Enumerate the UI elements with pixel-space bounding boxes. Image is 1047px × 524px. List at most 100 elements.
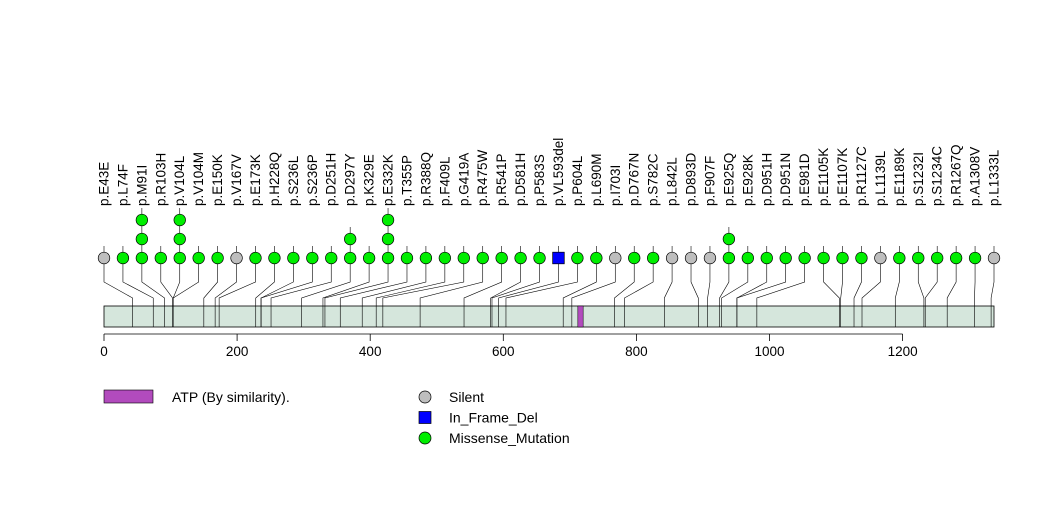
mutation-label-p-d251h: p.D251H	[324, 153, 339, 206]
marker-p-m91i-3	[135, 213, 149, 227]
marker-p-d251h-1	[325, 251, 338, 265]
mutation-label-p-d767n: p.D767N	[627, 153, 642, 206]
marker-p-s236p-1	[306, 251, 319, 265]
marker-p-e332k-1	[381, 251, 395, 265]
connector-p-e928k	[721, 258, 749, 306]
connector-p-m91i	[141, 258, 165, 306]
connector-p-v104l	[172, 258, 181, 306]
marker-p-d951n-1	[779, 251, 792, 265]
connector-p-f907f	[707, 258, 711, 306]
mutation-label-p-r475w: p.R475W	[475, 149, 490, 206]
mutation-label-p-l842l: p.L842L	[665, 157, 680, 206]
connector-p-s1234c	[924, 258, 938, 306]
x-tick-label-0: 0	[100, 344, 108, 359]
connector-p-k329e	[322, 258, 370, 306]
connector-p-s236l	[260, 258, 294, 306]
connector-p-p604l	[505, 258, 578, 306]
legend: ATP (By similarity). Silent In_Frame_Del Mi…	[103, 389, 570, 446]
marker-p-l1139l-1	[874, 251, 887, 265]
marker-p-m91i-1	[135, 251, 149, 265]
marker-p-t355p-1	[400, 251, 414, 265]
marker-p-m91i-2	[135, 232, 149, 246]
mutation-label-p-p604l: p.P604L	[570, 155, 585, 206]
mutation-label-p-f409l: p.F409L	[437, 156, 452, 206]
connector-p-p583s	[491, 258, 540, 306]
marker-p-p604l-1	[571, 251, 584, 265]
marker-p-v104l-1	[173, 251, 186, 265]
marker-p-r388q-1	[419, 251, 433, 265]
legend-marker-in-frame-del	[418, 411, 432, 424]
mutation-label-p-e173k: p.E173K	[248, 154, 263, 206]
marker-p-l690m-1	[590, 251, 603, 265]
marker-p-e173k-1	[249, 251, 262, 265]
marker-p-e332k-3	[381, 213, 395, 227]
mutation-label-p-d951n: p.D951N	[778, 153, 793, 206]
mutation-label-p-l1333l: p.L1333L	[987, 149, 1002, 206]
mutation-label-p-g419a: p.G419A	[456, 153, 471, 206]
marker-p-h228q-1	[268, 251, 281, 265]
mutation-label-p-t355p: p.T355P	[399, 155, 414, 206]
mutation-label-p-e1189k: p.E1189K	[892, 148, 907, 206]
marker-p-v104l-2	[173, 232, 186, 246]
connector-p-d251h	[270, 258, 332, 306]
marker-p-d581h-1	[514, 251, 527, 265]
mutation-markers	[97, 213, 1001, 265]
mutation-label-p-s236p: p.S236P	[305, 154, 320, 206]
connector-p-e981d	[756, 258, 805, 306]
mutation-label-p-r1127c: p.R1127C	[854, 146, 869, 206]
mutation-label-p-v167v: p.V167V	[229, 154, 244, 206]
mutation-label-p-s236l: p.S236L	[286, 155, 301, 206]
mutation-label-p-l1139l: p.L1139L	[873, 150, 888, 206]
connector-p-d297y	[301, 258, 351, 306]
legend-domain-swatch	[103, 389, 154, 404]
connector-p-d951n	[736, 258, 787, 306]
connector-p-r388q	[361, 258, 427, 306]
connector-p-e1105k	[823, 258, 840, 306]
legend-marker-silent	[418, 390, 432, 404]
mutation-label-p-d951h: p.D951H	[759, 153, 774, 206]
mutation-label-p-f907f: p.F907F	[702, 156, 717, 206]
mutation-label-p-r541p: p.R541P	[494, 153, 509, 206]
x-tick-label-200: 200	[226, 344, 249, 359]
marker-p-r1267q-1	[949, 251, 963, 265]
connector-p-h228q	[255, 258, 275, 306]
marker-p-e332k-2	[381, 232, 395, 246]
mutation-label-p-k329e: p.K329E	[362, 154, 377, 206]
mutation-label-p-r388q: p.R388Q	[418, 152, 433, 206]
marker-p-s1234c-1	[931, 251, 944, 265]
marker-p-e1107k-1	[836, 251, 849, 265]
mutation-label-p-s782c: p.S782C	[646, 153, 661, 206]
marker-p-e925q-1	[722, 251, 736, 265]
mutation-label-p-l74f: p.L74F	[115, 164, 130, 206]
marker-p-s236l-1	[287, 251, 300, 265]
marker-p-a1308v-1	[968, 251, 982, 265]
marker-p-d767n-1	[628, 251, 641, 265]
connector-p-r103h	[160, 258, 173, 306]
connector-p-s236p	[260, 258, 313, 306]
marker-p-e925q-2	[722, 232, 736, 246]
mutation-labels: p.E43E p.L74F p.M91I p.R103H p.V104L p.V104M p…	[97, 138, 1002, 206]
mutation-label-p-s1234c: p.S1234C	[930, 146, 945, 206]
connector-p-l842l	[664, 258, 673, 306]
legend-label-missense-mutation: Missense_Mutation	[449, 430, 570, 446]
marker-p-l842l-1	[665, 251, 679, 265]
x-axis: 0 200 400 600 800 1000 1200	[100, 333, 918, 359]
marker-p-p583s-1	[533, 251, 546, 265]
mutation-label-p-r1267q: p.R1267Q	[949, 144, 964, 206]
mutation-label-p-m91i: p.M91I	[134, 165, 149, 206]
position-ticks	[132, 306, 992, 327]
connector-p-r1127c	[853, 258, 862, 306]
mutation-label-p-v104m: p.V104M	[191, 152, 206, 206]
mutation-label-p-s1232i: p.S1232I	[911, 152, 926, 206]
marker-p-d297y-2	[344, 232, 357, 246]
marker-p-vl593del-1	[552, 251, 565, 265]
marker-p-f907f-1	[703, 251, 717, 265]
mutation-label-p-e925q: p.E925Q	[721, 153, 736, 206]
connector-p-f409l	[375, 258, 446, 306]
connector-p-e1107k	[840, 258, 843, 306]
marker-p-s1232i-1	[912, 251, 925, 265]
connector-p-s1232i	[917, 258, 925, 306]
connector-p-v104m	[172, 258, 199, 306]
marker-p-e1105k-1	[817, 251, 830, 265]
connector-p-e173k	[218, 258, 256, 306]
